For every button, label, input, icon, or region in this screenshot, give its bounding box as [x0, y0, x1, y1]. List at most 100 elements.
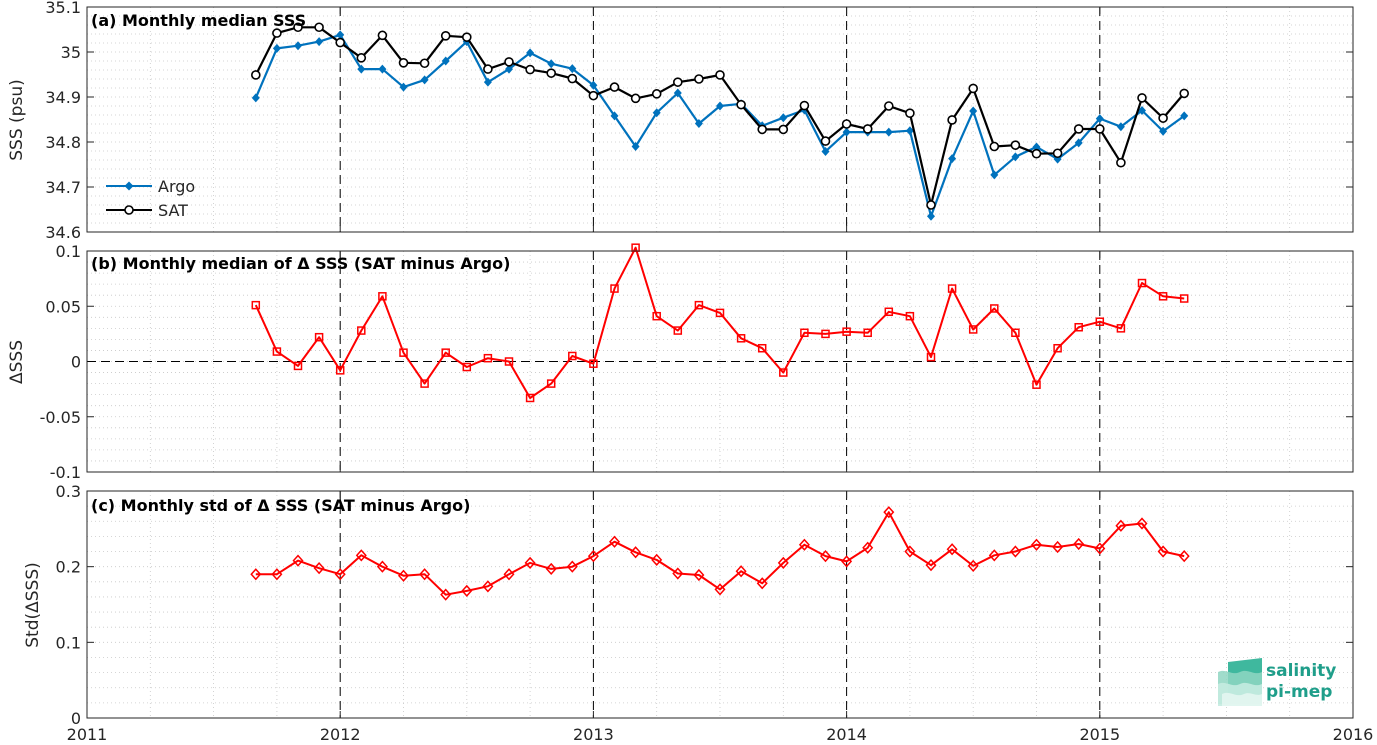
y-tick-label: 0.3: [56, 482, 81, 501]
data-point: [525, 64, 535, 75]
data-point: [503, 568, 515, 581]
data-point: [1158, 113, 1168, 123]
data-point: [336, 30, 345, 40]
data-point: [1116, 324, 1126, 333]
data-point: [842, 127, 851, 137]
y-tick-label: 0.1: [56, 242, 81, 261]
data-point: [672, 77, 683, 87]
data-point: [841, 119, 852, 129]
data-point: [926, 200, 936, 210]
data-point: [482, 580, 494, 593]
data-point: [652, 311, 661, 321]
data-point: [272, 28, 282, 38]
data-point: [779, 368, 788, 377]
x-tick-label: 2011: [67, 725, 108, 744]
legend-sat-label: SAT: [158, 201, 188, 220]
data-point: [757, 124, 768, 135]
y-tick-label: 34.6: [45, 223, 81, 242]
panel-c-series: [250, 506, 1190, 601]
data-point: [399, 348, 408, 357]
data-point: [1157, 545, 1169, 558]
data-point: [1009, 545, 1021, 558]
data-point: [567, 73, 578, 84]
panel-c-y-tick-labels: 0 0.1 0.2 0.3: [56, 482, 81, 728]
series-line-delta-sss: [254, 246, 1185, 399]
data-point: [314, 332, 324, 342]
panel-b: -0.1 -0.05 0 0.05 0.1 (b) Monthly median of …: [7, 242, 1354, 482]
data-point: [883, 101, 894, 111]
panel-c-title: (c) Monthly std of Δ SSS (SAT minus Argo…: [91, 496, 470, 515]
data-point: [1180, 111, 1189, 121]
data-point: [335, 366, 345, 375]
logo-line1: salinity: [1266, 661, 1336, 681]
data-point: [990, 170, 999, 180]
data-point: [251, 300, 261, 310]
panel-b-grid: [86, 250, 1354, 473]
panel-a-legend: Argo SAT: [106, 177, 195, 220]
data-point: [1137, 278, 1147, 288]
data-point: [778, 124, 789, 135]
data-point: [587, 549, 599, 563]
data-point: [800, 328, 809, 338]
data-point: [568, 351, 577, 361]
data-point: [1031, 148, 1042, 159]
data-point: [926, 352, 936, 362]
data-point: [989, 141, 1000, 152]
data-point: [1053, 343, 1062, 353]
y-tick-label: 0.2: [56, 558, 81, 577]
data-point: [1032, 380, 1041, 389]
panel-a-frame: [86, 6, 1354, 233]
data-point: [1073, 537, 1085, 551]
data-point: [863, 328, 872, 338]
legend-sat-marker: [124, 205, 134, 215]
y-tick-label: 0.05: [45, 297, 81, 316]
data-point: [1178, 549, 1190, 563]
data-point: [905, 108, 915, 118]
data-point: [1116, 122, 1125, 132]
data-point: [546, 68, 557, 78]
y-tick-label: 0: [71, 353, 81, 372]
data-point: [1094, 542, 1106, 555]
data-point: [420, 75, 429, 85]
panel-b-y-tick-labels: -0.1 -0.05 0 0.05 0.1: [40, 242, 81, 482]
y-tick-label: 0: [71, 709, 81, 728]
data-point: [483, 77, 492, 87]
panel-c-frame: [86, 490, 1354, 719]
data-point: [420, 379, 429, 388]
data-point: [568, 64, 577, 74]
data-point: [588, 90, 599, 101]
data-point: [694, 119, 703, 129]
data-point: [1074, 138, 1083, 148]
data-point: [566, 560, 578, 573]
data-point: [905, 311, 915, 321]
data-point: [271, 568, 283, 581]
data-point: [630, 93, 641, 104]
data-point: [714, 583, 726, 596]
data-point: [610, 111, 619, 121]
data-point: [546, 379, 556, 388]
data-point: [440, 30, 451, 41]
data-point: [419, 58, 430, 69]
data-point: [1011, 328, 1020, 338]
data-point: [357, 64, 366, 74]
data-point: [1159, 126, 1168, 136]
data-point: [715, 308, 725, 318]
data-point: [904, 545, 916, 558]
data-point: [504, 357, 514, 366]
data-point: [399, 82, 408, 92]
panel-c-grid: [86, 490, 1354, 719]
data-point: [504, 57, 514, 67]
data-point: [736, 99, 746, 110]
data-point: [779, 113, 788, 123]
data-point: [884, 307, 894, 317]
data-point: [967, 559, 979, 573]
data-point: [294, 41, 302, 51]
data-point: [272, 43, 281, 53]
data-point: [927, 211, 935, 221]
data-point: [292, 554, 304, 567]
y-tick-label: 34.7: [45, 178, 81, 197]
data-point: [1138, 106, 1146, 115]
y-tick-label: 34.9: [45, 88, 81, 107]
panel-b-title: (b) Monthly median of Δ SSS (SAT minus A…: [91, 254, 510, 273]
